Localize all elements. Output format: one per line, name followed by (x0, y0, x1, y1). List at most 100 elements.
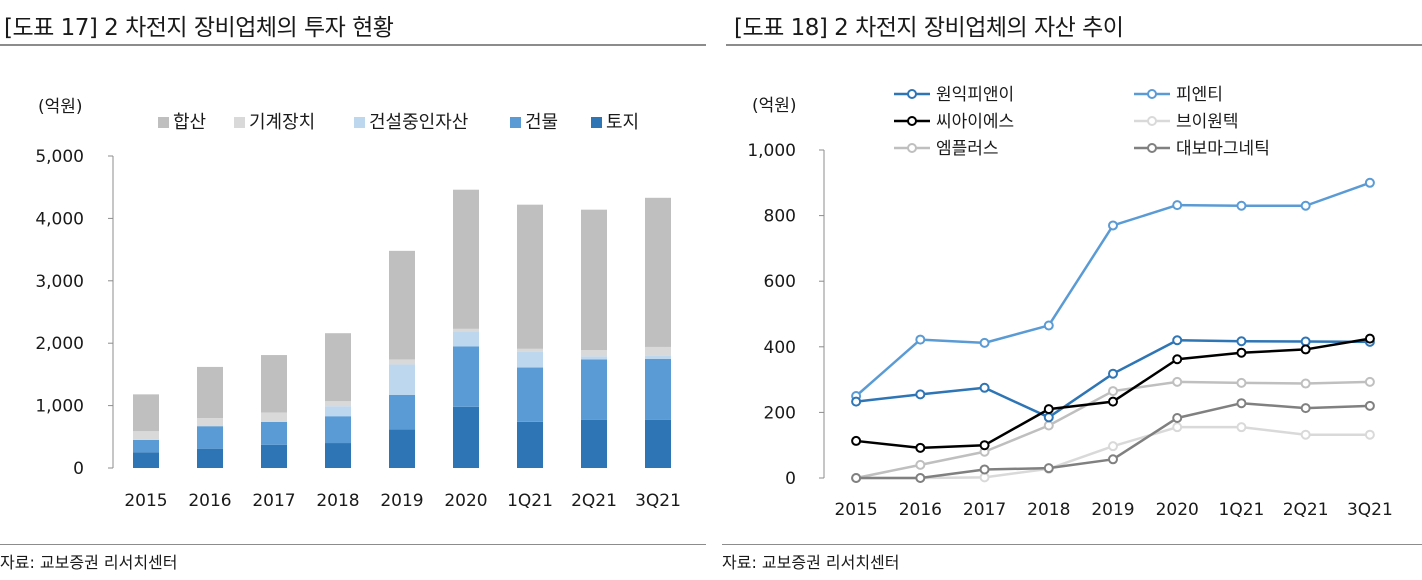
legend-item: 브이원텍 (1134, 112, 1239, 132)
legend-item: 엠플러스 (894, 139, 999, 159)
x-tick-label: 1Q21 (507, 491, 553, 511)
data-point (851, 435, 862, 446)
data-point (1172, 354, 1183, 365)
data-point (1108, 220, 1118, 231)
series-line (855, 181, 1371, 397)
bar-segment (389, 359, 415, 365)
data-point (1300, 200, 1311, 211)
data-point (1300, 429, 1311, 440)
data-point (1300, 344, 1311, 355)
bar-segment (325, 406, 351, 417)
data-point (1236, 422, 1247, 433)
x-tick-label: 2016 (899, 500, 942, 520)
legend-label: 토지 (606, 112, 639, 133)
legend-item: 토지 (591, 112, 639, 133)
bar-segment (645, 197, 671, 347)
data-point (1043, 420, 1054, 431)
data-point (1300, 336, 1311, 347)
legend-label: 엠플러스 (936, 139, 999, 159)
bar-segment (325, 443, 351, 468)
legend-label: 원익피앤이 (936, 85, 1014, 105)
data-point (1108, 396, 1118, 407)
bar-segment (517, 367, 543, 422)
bar-segment (581, 350, 607, 357)
legend-swatch (510, 117, 521, 128)
y-tick-label: 5,000 (35, 147, 84, 167)
bar-segment (389, 250, 415, 360)
data-point (1300, 403, 1311, 414)
x-tick-label: 2015 (124, 491, 167, 511)
bar-segment (581, 359, 607, 420)
data-point (1236, 336, 1247, 347)
left-source-note: 자료: 교보증권 리서치센터 (0, 553, 178, 572)
x-tick-label: 2018 (316, 491, 359, 511)
x-tick-label: 2015 (834, 500, 877, 520)
x-tick-label: 2016 (188, 491, 231, 511)
data-point (1108, 441, 1118, 452)
y-tick-label: 3,000 (35, 272, 84, 292)
left-title-rule (0, 44, 706, 46)
legend-marker (907, 116, 917, 126)
y-tick-label: 400 (764, 338, 796, 358)
legend-label: 피엔티 (1176, 85, 1223, 105)
data-point (1364, 376, 1375, 387)
data-point (1108, 454, 1118, 465)
data-point (1043, 320, 1054, 331)
legend-label: 기계장치 (249, 112, 315, 133)
legend-swatch (354, 117, 365, 128)
bar-segment (261, 412, 287, 422)
left-panel-title: [도표 17] 2 차전지 장비업체의 투자 현황 (4, 15, 394, 41)
right-bottom-rule (722, 544, 1422, 545)
legend-item: 건물 (510, 112, 558, 133)
data-point (851, 396, 862, 407)
y-tick-label: 0 (73, 459, 84, 479)
x-tick-label: 2Q21 (571, 491, 617, 511)
bar-segment (197, 418, 223, 427)
line-series (851, 398, 1375, 483)
x-tick-label: 2019 (380, 491, 423, 511)
data-point (1043, 463, 1054, 474)
data-point (915, 459, 926, 470)
legend-marker (1147, 89, 1157, 99)
legend-label: 대보마그네틱 (1176, 139, 1270, 159)
bar-segment (389, 364, 415, 395)
data-point (915, 473, 926, 483)
bar-segment (453, 189, 479, 329)
bar-segment (453, 331, 479, 347)
data-point (915, 389, 926, 400)
legend-item: 씨아이에스 (894, 112, 1014, 132)
legend-item: 대보마그네틱 (1134, 139, 1270, 159)
x-tick-label: 3Q21 (635, 491, 681, 511)
data-point (1364, 429, 1375, 440)
line-series (851, 177, 1375, 401)
bar-segment (133, 452, 159, 468)
bar-segment (325, 333, 351, 402)
data-point (1236, 398, 1247, 409)
y-tick-label: 600 (764, 272, 796, 292)
legend-label: 브이원텍 (1176, 112, 1239, 132)
y-tick-label: 1,000 (35, 397, 84, 417)
legend-item: 원익피앤이 (894, 85, 1014, 105)
legend-item: 피엔티 (1134, 85, 1223, 105)
legend-marker (907, 143, 917, 153)
y-tick-label: 0 (785, 469, 796, 489)
data-point (1108, 386, 1118, 397)
right-title-rule (726, 44, 1422, 46)
bar-segment (261, 355, 287, 413)
bar-segment (453, 406, 479, 468)
x-tick-label: 2020 (444, 491, 487, 511)
legend-marker (1147, 143, 1157, 153)
data-point (1043, 404, 1054, 415)
data-point (1172, 376, 1183, 387)
y-tick-label: 800 (764, 207, 796, 227)
data-point (851, 473, 862, 483)
series-line (856, 425, 1370, 480)
bar-segment (133, 394, 159, 432)
data-point (1108, 368, 1118, 379)
legend-item: 기계장치 (234, 112, 315, 133)
x-tick-label: 1Q21 (1219, 500, 1265, 520)
data-point (979, 382, 990, 393)
data-point (1364, 333, 1375, 344)
bar-segment (133, 431, 159, 440)
